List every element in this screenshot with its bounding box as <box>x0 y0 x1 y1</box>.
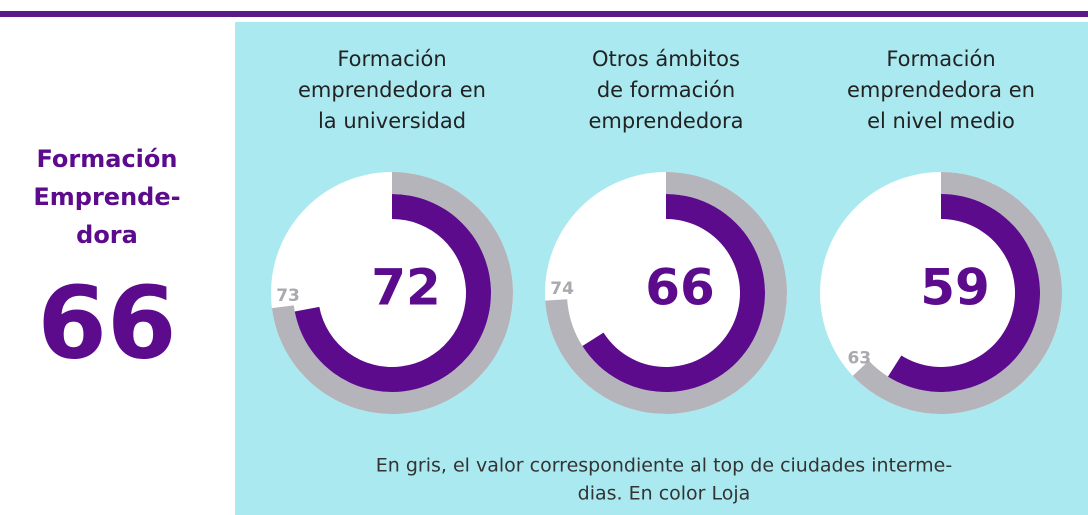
note: En gris, el valor correspondiente al top… <box>376 455 952 477</box>
reference-label: 73 <box>276 286 300 306</box>
gauge-title: de formación <box>597 78 735 102</box>
reference-label: 74 <box>550 279 574 299</box>
value-arc <box>887 194 1040 392</box>
note: dias. En color Loja <box>578 483 751 505</box>
gauge-title: la universidad <box>318 109 466 133</box>
top-rule <box>0 11 1088 17</box>
section-title: Formación <box>37 145 178 173</box>
reference-arc <box>852 172 1062 414</box>
gauge-title: el nivel medio <box>867 109 1015 133</box>
gauge-title: emprendedora en <box>298 78 486 102</box>
gauge-title: emprendedora en <box>847 78 1035 102</box>
gauge-value: 66 <box>645 259 715 317</box>
overall-value: 66 <box>37 264 176 381</box>
gauge-title: Otros ámbitos <box>592 47 740 71</box>
gauge-value: 72 <box>371 259 441 317</box>
section-title: dora <box>76 221 138 249</box>
gauge-title: emprendedora <box>588 109 743 133</box>
gauge-title: Formación <box>337 47 446 71</box>
gauge-title: Formación <box>886 47 995 71</box>
reference-label: 63 <box>847 349 871 369</box>
gauge-value: 59 <box>920 259 990 317</box>
section-title: Emprende- <box>33 183 180 211</box>
